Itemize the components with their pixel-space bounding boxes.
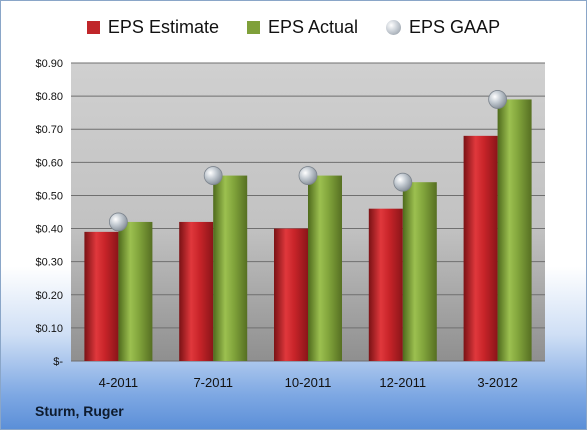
legend-label-gaap: EPS GAAP [409, 17, 501, 37]
y-tick-label: $0.30 [35, 257, 63, 269]
y-tick-label: $0.60 [35, 157, 63, 169]
chart-caption: Sturm, Ruger [35, 403, 124, 419]
x-category-label: 4-2011 [99, 375, 139, 390]
bar-eps-actual [213, 175, 248, 361]
bar-eps-estimate [274, 228, 308, 361]
marker-eps-gaap [488, 90, 508, 109]
legend-item-actual: EPS Actual [246, 17, 359, 38]
legend: EPS Estimate EPS Actual EPS GAAP [1, 17, 586, 38]
bar-eps-actual [308, 175, 342, 361]
bar-eps-estimate [84, 231, 119, 361]
y-tick-label: $0.20 [35, 290, 63, 302]
legend-swatch-gaap [386, 20, 402, 35]
y-tick-label: $0.10 [35, 323, 63, 335]
x-category-label: 12-2011 [379, 375, 426, 390]
bar-layer [84, 99, 532, 361]
marker-layer [109, 90, 508, 232]
marker-eps-gaap [109, 212, 128, 232]
y-tick-label: $0.80 [35, 91, 63, 103]
bar-eps-actual [497, 99, 532, 361]
bar-eps-estimate [179, 221, 214, 361]
legend-label-estimate: EPS Estimate [107, 17, 219, 37]
marker-eps-gaap [298, 166, 318, 185]
bar-eps-actual [402, 182, 437, 361]
x-category-label: 3-2012 [477, 375, 517, 390]
bar-eps-estimate [463, 135, 498, 361]
legend-label-actual: EPS Actual [267, 17, 359, 37]
legend-item-gaap: EPS GAAP [386, 17, 500, 38]
y-tick-label: $0.40 [35, 224, 63, 236]
y-tick-label: $0.70 [35, 124, 63, 136]
y-tick-label: $0.50 [35, 190, 63, 202]
bar-eps-actual [118, 221, 153, 361]
marker-eps-gaap [393, 172, 413, 192]
legend-swatch-actual [246, 21, 260, 34]
legend-swatch-estimate [86, 21, 100, 34]
y-axis-ticks: $- $0.10 $0.20 $0.30 $0.40 $0.50 $0.60 $0.70 $0.… [35, 58, 63, 368]
x-category-label: 10-2011 [285, 375, 332, 390]
x-category-label: 7-2011 [193, 375, 233, 390]
marker-eps-gaap [203, 166, 223, 185]
y-tick-label: $0.90 [35, 58, 63, 70]
x-axis-categories: 4-2011 7-2011 10-2011 12-2011 3-2012 [99, 375, 518, 390]
bar-eps-estimate [368, 208, 403, 361]
y-tick-label: $- [53, 356, 63, 368]
legend-item-estimate: EPS Estimate [86, 17, 219, 38]
